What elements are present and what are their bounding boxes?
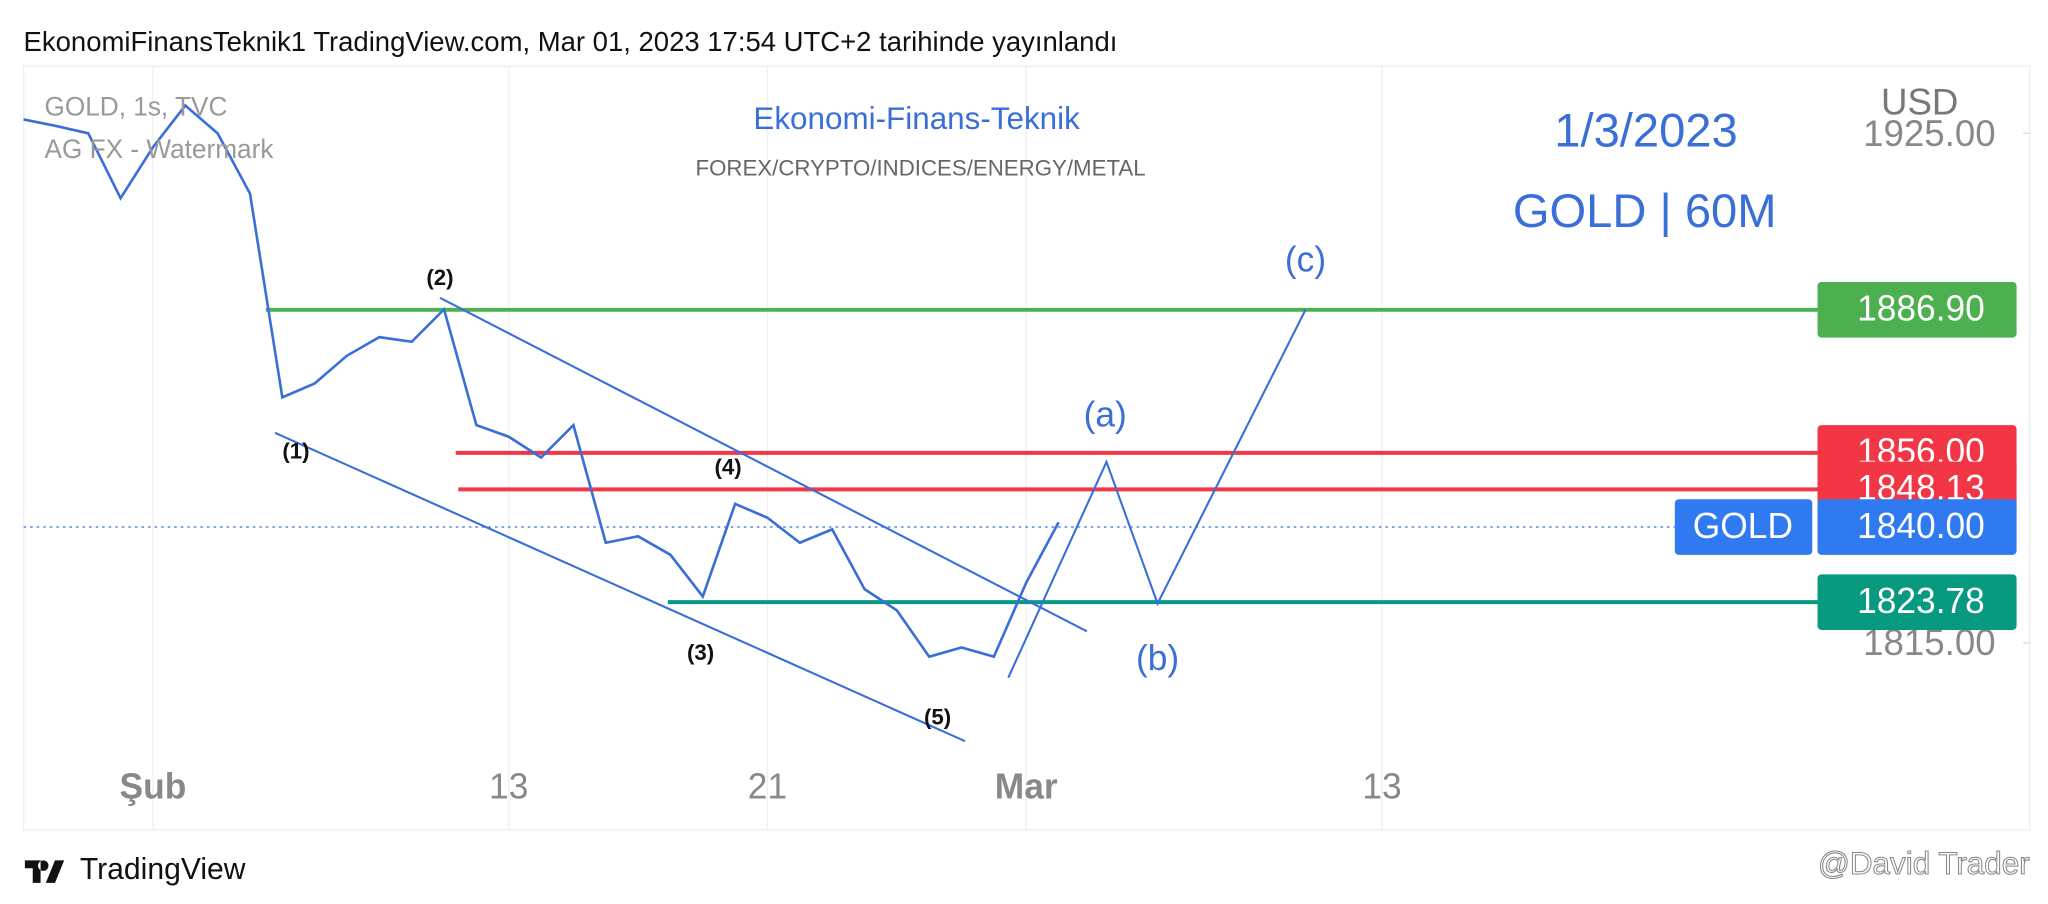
current-name-tag bbox=[1674, 499, 1813, 555]
drawings bbox=[274, 296, 1307, 743]
current-name-label: GOLD bbox=[1693, 506, 1793, 546]
wave-label: (2) bbox=[426, 265, 453, 290]
projection bbox=[1007, 309, 1307, 679]
channel-lower bbox=[274, 431, 966, 743]
x-axis: Şub 13 21 Mar 13 bbox=[120, 766, 1402, 806]
watermark-text: AG FX - Watermark bbox=[45, 134, 275, 164]
level-tag-label: 1886.90 bbox=[1857, 288, 1985, 328]
channel-upper bbox=[439, 296, 1088, 633]
date-label: 1/3/2023 bbox=[1554, 104, 1737, 157]
levels bbox=[23, 307, 1818, 605]
header-title: EkonomiFinansTeknik1 TradingView.com, Ma… bbox=[24, 26, 1118, 57]
level-tag bbox=[1817, 574, 2017, 630]
level-tag bbox=[1817, 282, 2017, 338]
y-tick-label: 1925.00 bbox=[1863, 113, 1996, 154]
wave-label: (5) bbox=[924, 705, 951, 730]
x-tick-label: 13 bbox=[1362, 766, 1401, 806]
wave-label: (b) bbox=[1136, 638, 1179, 678]
wave-label: (3) bbox=[687, 640, 714, 665]
footer-brand: TradingView bbox=[80, 853, 246, 886]
x-tick-label: Şub bbox=[120, 766, 187, 806]
x-tick-label: 21 bbox=[748, 766, 787, 806]
footer-watermark: @David Trader bbox=[1818, 845, 2030, 881]
x-tick-label: Mar bbox=[995, 766, 1058, 806]
wave-label: (a) bbox=[1084, 394, 1127, 434]
x-tick-label: 13 bbox=[489, 766, 528, 806]
wave-label: (c) bbox=[1285, 239, 1326, 279]
subtitle: FOREX/CRYPTO/INDICES/ENERGY/METAL bbox=[695, 155, 1145, 180]
symbol: GOLD, 1s, TVC bbox=[45, 91, 228, 121]
instrument-label: GOLD | 60M bbox=[1513, 185, 1777, 238]
brand: Ekonomi-Finans-Teknik bbox=[753, 100, 1080, 136]
logo-icon bbox=[24, 860, 65, 883]
current-price-tag bbox=[1817, 499, 2017, 555]
current-price-label: 1840.00 bbox=[1857, 506, 1985, 546]
wave-label: (1) bbox=[282, 438, 309, 463]
price-line bbox=[23, 103, 1060, 659]
currency: USD bbox=[1881, 81, 1958, 122]
wave-label: (4) bbox=[714, 454, 741, 479]
level-tag-label: 1823.78 bbox=[1857, 581, 1985, 621]
footer-logo bbox=[24, 860, 65, 883]
grid bbox=[152, 66, 1383, 830]
price bbox=[23, 103, 1060, 659]
